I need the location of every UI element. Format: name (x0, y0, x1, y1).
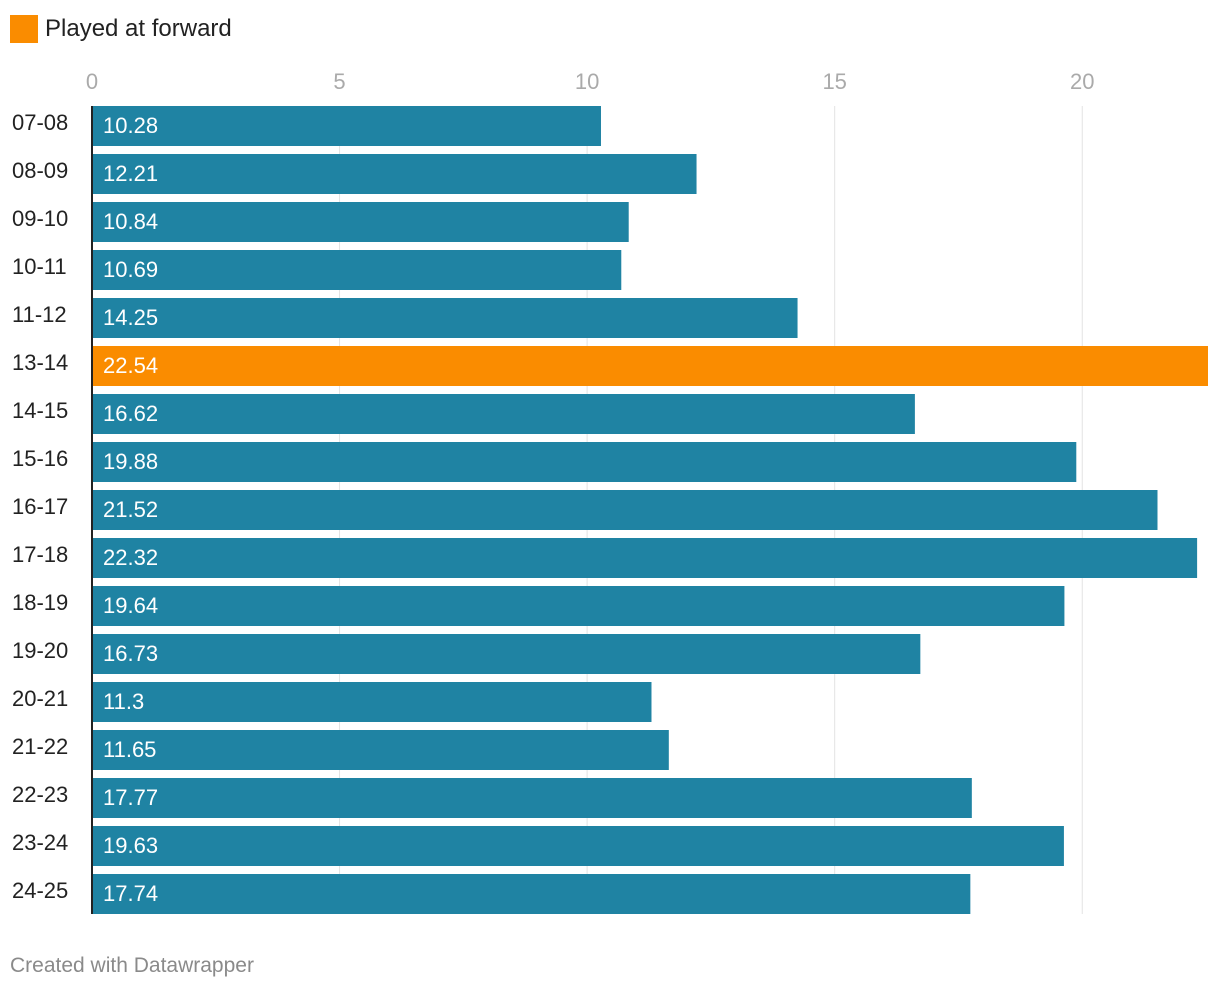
category-label-22-23: 22-23 (12, 782, 68, 807)
bar-18-19 (92, 586, 1065, 626)
value-label-19-20: 16.73 (103, 641, 158, 666)
category-label-16-17: 16-17 (12, 494, 68, 519)
bar-19-20 (92, 634, 921, 674)
category-label-19-20: 19-20 (12, 638, 68, 663)
bar-16-17 (92, 490, 1158, 530)
bar-20-21 (92, 682, 652, 722)
category-label-20-21: 20-21 (12, 686, 68, 711)
category-label-15-16: 15-16 (12, 446, 68, 471)
value-label-11-12: 14.25 (103, 305, 158, 330)
bar-21-22 (92, 730, 669, 770)
bar-09-10 (92, 202, 629, 242)
value-label-09-10: 10.84 (103, 209, 158, 234)
bar-08-09 (92, 154, 697, 194)
value-label-07-08: 10.28 (103, 113, 158, 138)
category-label-10-11: 10-11 (12, 254, 67, 279)
value-label-17-18: 22.32 (103, 545, 158, 570)
bar-07-08 (92, 106, 601, 146)
legend-swatch-played-at-forward (10, 15, 38, 43)
value-label-24-25: 17.74 (103, 881, 158, 906)
bar-chart: 0 5 10 15 20 07-08 08-09 09-10 10-11 11-12 13-14 1… (12, 69, 1208, 914)
category-label-23-24: 23-24 (12, 830, 68, 855)
footer-credit: Created with Datawrapper (10, 954, 254, 977)
category-label-21-22: 21-22 (12, 734, 68, 759)
x-tick-label-0: 0 (86, 69, 98, 94)
category-label-08-09: 08-09 (12, 158, 68, 183)
value-label-23-24: 19.63 (103, 833, 158, 858)
bar-10-11 (92, 250, 622, 290)
bar-13-14 (92, 346, 1208, 386)
bar-17-18 (92, 538, 1198, 578)
value-label-14-15: 16.62 (103, 401, 158, 426)
value-label-20-21: 11.3 (103, 689, 144, 714)
value-label-16-17: 21.52 (103, 497, 158, 522)
x-tick-label-20: 20 (1070, 69, 1094, 94)
bar-23-24 (92, 826, 1064, 866)
category-label-11-12: 11-12 (12, 302, 67, 327)
x-tick-label-5: 5 (333, 69, 345, 94)
category-label-17-18: 17-18 (12, 542, 68, 567)
value-labels: 10.28 12.21 10.84 10.69 14.25 22.54 16.62 19.88… (103, 113, 158, 906)
value-label-10-11: 10.69 (103, 257, 158, 282)
category-labels: 07-08 08-09 09-10 10-11 11-12 13-14 14-15 15-16… (12, 110, 68, 903)
value-label-13-14: 22.54 (103, 353, 158, 378)
bar-14-15 (92, 394, 915, 434)
category-label-18-19: 18-19 (12, 590, 68, 615)
category-label-09-10: 09-10 (12, 206, 68, 231)
category-label-13-14: 13-14 (12, 350, 68, 375)
x-tick-label-10: 10 (575, 69, 599, 94)
category-label-24-25: 24-25 (12, 878, 68, 903)
bar-22-23 (92, 778, 972, 818)
legend-label-played-at-forward: Played at forward (45, 15, 232, 42)
bars (92, 106, 1208, 914)
value-label-21-22: 11.65 (103, 737, 156, 762)
value-label-18-19: 19.64 (103, 593, 158, 618)
category-label-07-08: 07-08 (12, 110, 68, 135)
chart-legend: Played at forward (10, 14, 232, 44)
value-label-08-09: 12.21 (103, 161, 158, 186)
category-label-14-15: 14-15 (12, 398, 68, 423)
bar-15-16 (92, 442, 1077, 482)
bar-11-12 (92, 298, 798, 338)
value-label-22-23: 17.77 (103, 785, 158, 810)
bar-24-25 (92, 874, 971, 914)
x-axis-ticks: 0 5 10 15 20 (86, 69, 1095, 94)
x-tick-label-15: 15 (822, 69, 846, 94)
value-label-15-16: 19.88 (103, 449, 158, 474)
